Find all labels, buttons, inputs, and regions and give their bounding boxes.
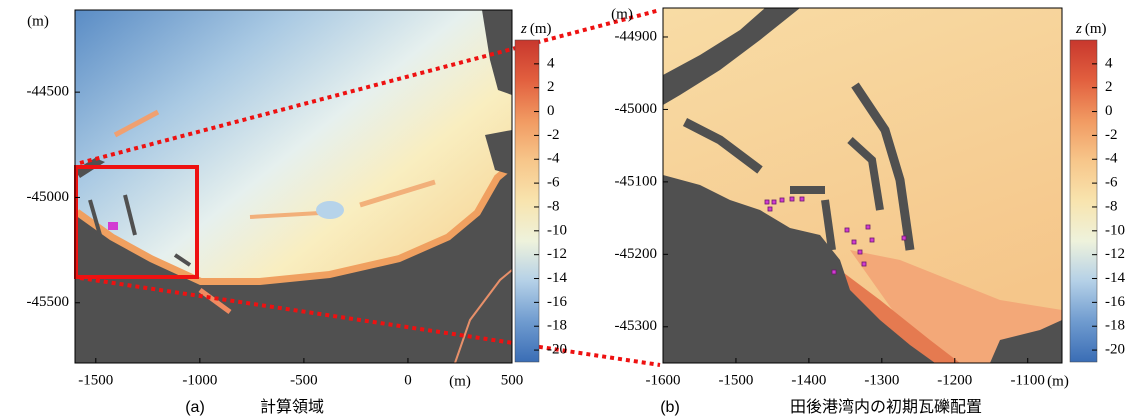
colorbar-tick-label: -12 <box>1105 246 1125 262</box>
caption: 計算領域 <box>260 397 324 416</box>
colorbar-tick-label: -20 <box>547 342 567 358</box>
colorbar-tick-label: 4 <box>547 55 555 71</box>
map-a <box>75 10 512 363</box>
colorbar-label: z(m) <box>520 21 552 37</box>
colorbar-tick-label: -6 <box>547 175 560 191</box>
colorbar-tick-label: 0 <box>1105 103 1113 119</box>
colorbar-tick-label: -8 <box>1105 198 1118 214</box>
x-tick-label: -1500 <box>78 372 113 388</box>
colorbar-tick-label: -18 <box>1105 318 1125 334</box>
x-tick-label: -1500 <box>718 372 753 388</box>
colorbar-tick-label: -4 <box>1105 151 1118 167</box>
colorbar-tick-label: -18 <box>547 318 567 334</box>
colorbar-var: z <box>520 21 527 37</box>
colorbar-var: z <box>1075 21 1082 37</box>
colorbar-tick-label: -12 <box>547 246 567 262</box>
colorbar-label: z(m) <box>1075 21 1107 37</box>
colorbar-tick-label: -14 <box>1105 270 1125 286</box>
colorbar-tick-label: 4 <box>1105 55 1113 71</box>
colorbar-tick-label: -14 <box>547 270 567 286</box>
y-tick-label: -45000 <box>615 101 658 117</box>
colorbar-tick-label: 2 <box>1105 79 1113 95</box>
x-tick-label: -1100 <box>1010 372 1044 388</box>
y-tick-label: -45100 <box>615 173 658 189</box>
x-tick-label: -1400 <box>791 372 826 388</box>
colorbar-tick-label: -4 <box>547 151 560 167</box>
colorbar <box>515 40 539 362</box>
caption-label: (a) <box>185 399 205 416</box>
y-tick-label: -45300 <box>615 318 658 334</box>
colorbar-tick-label: -2 <box>1105 127 1118 143</box>
colorbar-tick-label: -10 <box>1105 222 1125 238</box>
x-tick-label: -1200 <box>937 372 972 388</box>
x-tick-label: 0 <box>404 372 412 388</box>
colorbar-tick-label: 0 <box>547 103 555 119</box>
y-unit: (m) <box>611 6 633 22</box>
colorbar-tick-label: -2 <box>547 127 560 143</box>
y-tick-label: -44500 <box>27 84 70 100</box>
x-unit: (m) <box>1047 373 1069 389</box>
x-unit: (m) <box>449 373 471 389</box>
x-tick-label: -1600 <box>646 372 681 388</box>
colorbar-unit: (m) <box>1085 21 1107 37</box>
colorbar-tick-label: -10 <box>547 222 567 238</box>
colorbar-tick-label: 2 <box>547 79 555 95</box>
y-unit: (m) <box>27 13 49 29</box>
colorbar-tick-label: -20 <box>1105 342 1125 358</box>
x-tick-label: -500 <box>290 372 318 388</box>
y-tick-label: -44900 <box>615 28 658 44</box>
x-tick-label: 500 <box>501 372 524 388</box>
colorbar-unit: (m) <box>530 21 552 37</box>
colorbar-tick-label: -8 <box>547 198 560 214</box>
colorbar-tick-label: -16 <box>1105 294 1125 310</box>
colorbar <box>1070 40 1097 362</box>
x-tick-label: -1000 <box>182 372 217 388</box>
colorbar-tick-label: -16 <box>547 294 567 310</box>
map-b <box>663 8 1062 363</box>
y-tick-label: -45200 <box>615 246 658 262</box>
y-tick-label: -45000 <box>27 189 70 205</box>
x-tick-label: -1300 <box>864 372 899 388</box>
y-tick-label: -45500 <box>27 294 70 310</box>
figure: -1500-1000-5000500-44500-45000-45500(m)(… <box>0 0 1126 420</box>
caption-label: (b) <box>660 399 680 416</box>
colorbar-tick-label: -6 <box>1105 175 1118 191</box>
caption: 田後港湾内の初期瓦礫配置 <box>790 398 982 416</box>
